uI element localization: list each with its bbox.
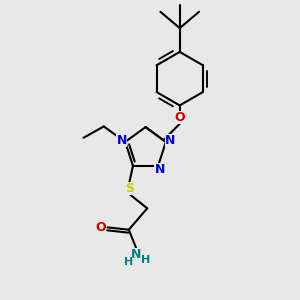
Text: S: S bbox=[125, 182, 134, 195]
Text: O: O bbox=[174, 111, 185, 124]
Text: H: H bbox=[124, 257, 134, 267]
Text: N: N bbox=[165, 134, 176, 147]
Text: N: N bbox=[131, 248, 142, 262]
Text: H: H bbox=[141, 255, 150, 265]
Text: N: N bbox=[116, 134, 127, 147]
Text: O: O bbox=[96, 221, 106, 234]
Text: N: N bbox=[154, 163, 165, 176]
